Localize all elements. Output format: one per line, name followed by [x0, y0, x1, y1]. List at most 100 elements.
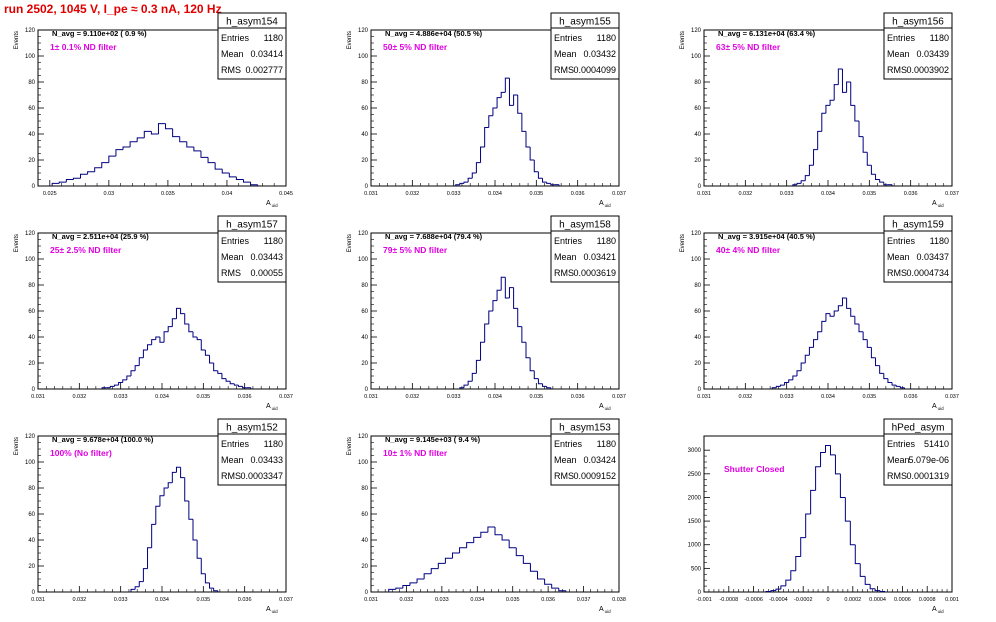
y-tick-label: 120 [691, 28, 702, 34]
y-tick-label: 0 [698, 590, 702, 596]
histogram-bin [770, 590, 776, 592]
x-tick-label: 0.031 [364, 597, 378, 603]
histogram-bin [500, 276, 506, 291]
stats-label: Mean [887, 455, 910, 465]
histogram-bin [854, 544, 861, 565]
stats-title: h_asym155 [559, 17, 611, 28]
histogram-bin [459, 182, 464, 185]
histogram-bin [233, 383, 239, 386]
stats-value: 0.03437 [916, 252, 949, 262]
histogram-panel-h_asym157: 0 20 40 60 80 100 120 0.031 0.032 0.033 0.034 0.035… [14, 215, 293, 411]
y-tick-label: 120 [691, 231, 702, 237]
y-axis-label: Events [347, 234, 353, 252]
x-tick-label: 0.032 [72, 597, 86, 603]
histogram-bin [788, 379, 793, 383]
histogram-panel-h_asym159: 0 20 40 60 80 100 120 0.031 0.032 0.033 0.034 0.035… [680, 215, 959, 411]
histogram-bin [517, 308, 522, 328]
x-tick-label: 0.036 [238, 597, 252, 603]
x-tick-label: 0.001 [945, 597, 959, 603]
histogram-bin [207, 157, 216, 164]
x-tick-label: 0.031 [364, 394, 378, 400]
histogram-bin [242, 386, 247, 389]
y-tick-label: 60 [694, 106, 701, 112]
histogram-bin [180, 308, 185, 315]
stats-label: Mean [554, 252, 577, 262]
x-tick-label: 0.034 [821, 191, 835, 197]
x-tick-label: 0.033 [447, 394, 461, 400]
x-tick-label: -0.0004 [769, 597, 788, 603]
histogram-bin [463, 384, 469, 388]
filter-annotation: 50± 5% ND filter [383, 42, 448, 52]
stats-label: Mean [887, 49, 910, 59]
stats-title: h_asym158 [559, 220, 611, 231]
y-tick-label: 1000 [688, 543, 702, 549]
y-tick-label: 100 [25, 257, 36, 263]
x-tick-label: 0.031 [697, 191, 711, 197]
x-tick-label: -0.0002 [794, 597, 813, 603]
histogram-bin [833, 310, 839, 317]
histogram-bin [846, 81, 851, 93]
histogram-bin [213, 363, 218, 372]
histogram-bin [213, 588, 218, 592]
histogram-bin [138, 357, 144, 366]
x-axis-label: Auid [599, 606, 611, 614]
stats-value: 1180 [264, 236, 283, 246]
stats-value: 1180 [264, 439, 283, 449]
histogram-bin [546, 386, 551, 389]
histogram-bin [58, 181, 67, 184]
y-tick-label: 60 [361, 106, 368, 112]
y-tick-label: 120 [358, 28, 369, 34]
histogram-bin [551, 584, 559, 589]
x-tick-label: 0.031 [364, 191, 378, 197]
stats-label: RMS [554, 268, 574, 278]
histogram-bin [475, 359, 481, 374]
x-tick-label: 0.038 [612, 597, 626, 603]
y-axis-label: Events [14, 31, 20, 49]
histogram-bin [800, 180, 806, 184]
histogram-bin [521, 113, 526, 132]
histogram-bin [846, 298, 851, 309]
stats-value: 0.0004099 [573, 65, 616, 75]
histogram-bin [859, 563, 866, 577]
y-tick-label: 80 [28, 80, 35, 86]
stats-box [217, 215, 287, 283]
histogram-bin [825, 444, 831, 453]
histogram-bin [473, 536, 481, 543]
histogram-bin [492, 107, 498, 116]
histogram-bin [504, 277, 510, 299]
histogram-bin [805, 513, 811, 538]
y-tick-label: 120 [25, 28, 36, 34]
histogram-bin [820, 452, 826, 467]
histogram-bin [167, 482, 173, 488]
stats-title: h_asym154 [226, 17, 278, 28]
x-tick-label: 0.035 [529, 394, 543, 400]
x-tick-label: 0.034 [155, 597, 169, 603]
histogram-bin [200, 558, 206, 575]
stats-label: Entries [554, 439, 583, 449]
histogram-panel-h_asym153: 0 20 40 60 80 100 120 0.031 0.032 0.033 0.034 0.035… [347, 418, 626, 614]
histogram-bin [525, 131, 531, 148]
histogram-bin [537, 571, 545, 580]
stats-value: 0.0004734 [906, 268, 949, 278]
histogram-bin [869, 584, 876, 590]
histogram-bin [780, 585, 786, 590]
histogram-bin [395, 587, 403, 590]
y-tick-label: 60 [28, 309, 35, 315]
histogram-bin [862, 136, 868, 153]
histogram-bin [784, 382, 789, 386]
filter-annotation: 10± 1% ND filter [383, 448, 448, 458]
y-axis-label: Events [680, 31, 686, 49]
y-tick-label: 40 [694, 132, 701, 138]
histogram-panel-hPed_asym: 0 500 1000 1500 2000 2500 3000 -0.001 -0.0008 -0.… [688, 418, 959, 614]
histogram-bin [155, 336, 160, 340]
histogram-bin [883, 373, 888, 380]
stats-label: RMS [221, 268, 241, 278]
histogram-bin [142, 568, 148, 582]
histogram-bin [221, 169, 230, 174]
histogram-bin [237, 385, 243, 387]
histogram-bin [113, 384, 119, 387]
stats-box [550, 12, 620, 80]
y-tick-label: 100 [358, 460, 369, 466]
histogram-bin [875, 174, 880, 180]
stats-value: 0.0003902 [906, 65, 949, 75]
